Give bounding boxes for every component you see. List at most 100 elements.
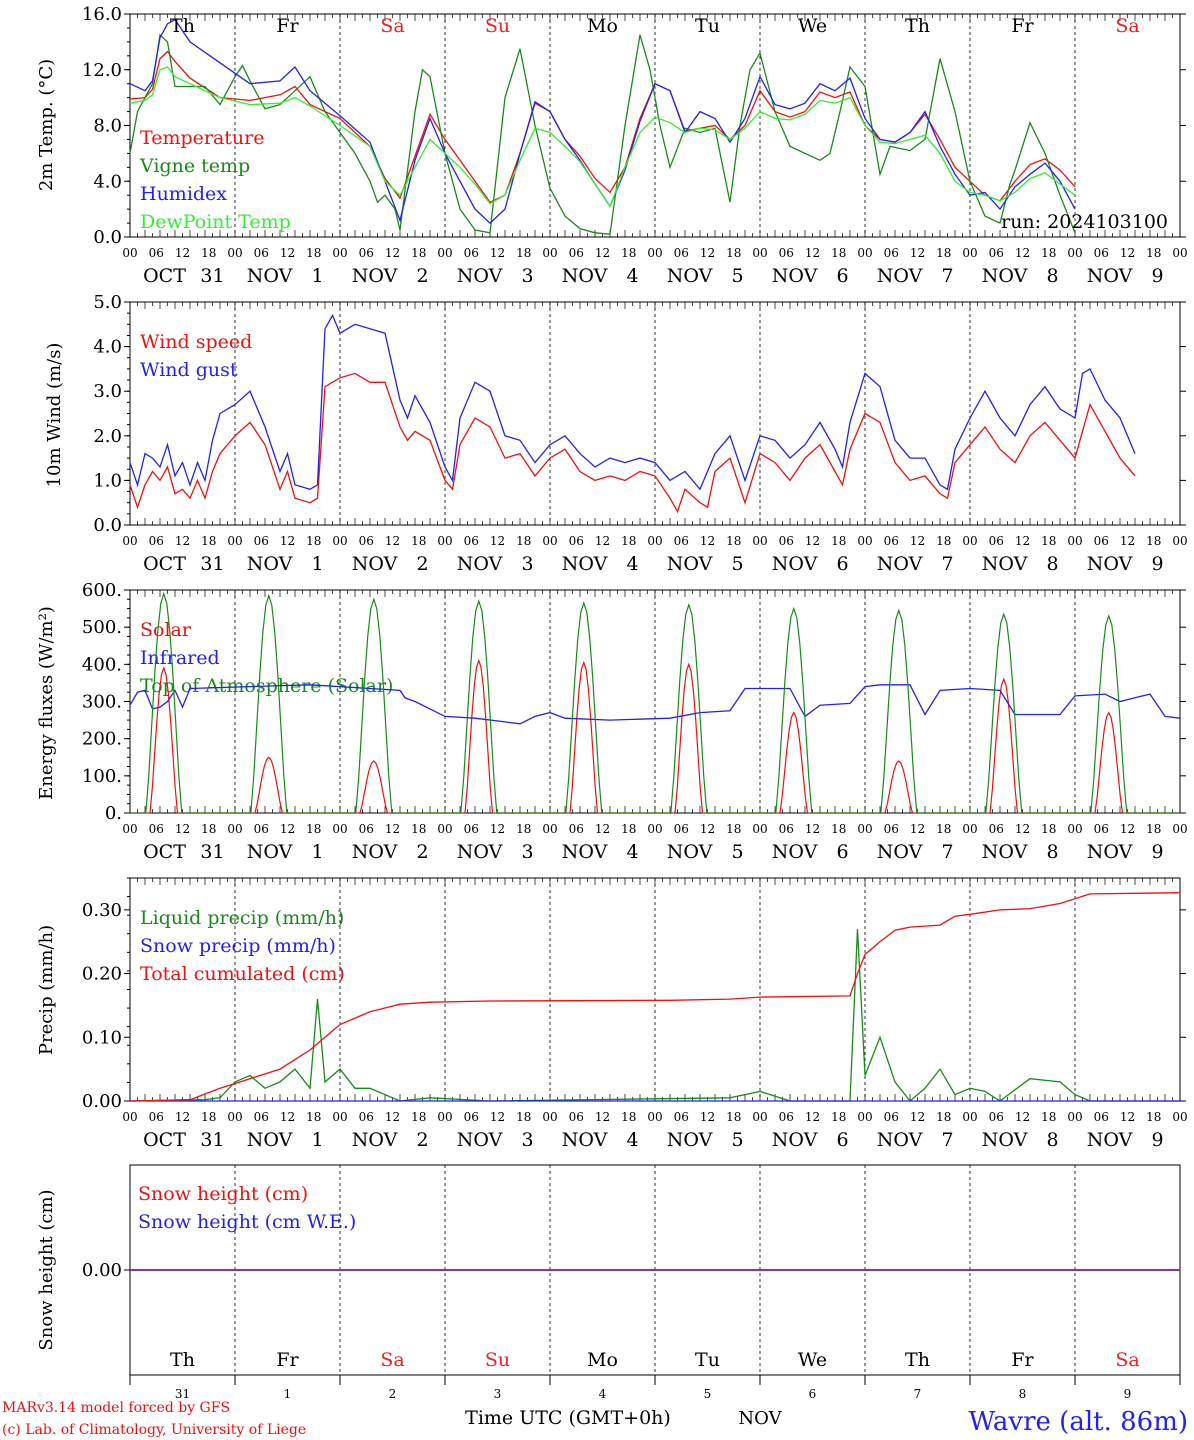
y-tick-label: 3.0 [93, 381, 122, 402]
date-month-label: NOV [562, 265, 608, 287]
y-tick-label: 300. [82, 692, 122, 713]
hour-label: 00 [962, 534, 977, 548]
hour-label: 12 [805, 1110, 820, 1124]
hour-label: 18 [936, 822, 951, 836]
day-of-week-label: Fr [276, 1349, 299, 1371]
hour-label: 06 [779, 246, 794, 260]
date-day-label: 4 [626, 553, 638, 575]
footer-model: MARv3.14 model forced by GFS [2, 1400, 230, 1416]
y-axis-label: Precip (mm/h) [36, 925, 57, 1055]
hour-label: 12 [1120, 246, 1135, 260]
hour-label: 18 [1041, 534, 1056, 548]
hour-label: 18 [936, 534, 951, 548]
legend-entry: Wind gust [140, 359, 238, 381]
date-day-label: 3 [521, 1129, 533, 1151]
date-month-label: NOV [772, 841, 818, 863]
hour-label: 00 [437, 534, 452, 548]
date-month-label: NOV [457, 553, 503, 575]
date-day-label: 31 [200, 553, 224, 575]
date-month-label: NOV [877, 265, 923, 287]
date-day-label: 6 [836, 841, 848, 863]
hour-label: 00 [542, 1110, 557, 1124]
y-axis-label: Energy fluxes (W/m²) [36, 606, 57, 800]
hour-label: 18 [621, 246, 636, 260]
legend-entry: Total cumulated (cm) [140, 963, 345, 985]
hour-label: 12 [175, 246, 190, 260]
day-of-week-label: Th [905, 1349, 930, 1371]
hour-label: 00 [857, 822, 872, 836]
day-of-week-label: Sa [1115, 1349, 1139, 1371]
hour-label: 18 [726, 534, 741, 548]
y-tick-label: 1.0 [93, 470, 122, 491]
panel-frame [129, 13, 1181, 238]
hour-label: 12 [910, 822, 925, 836]
hour-label: 00 [752, 246, 767, 260]
hour-label: 18 [306, 1110, 321, 1124]
hour-label: 18 [831, 1110, 846, 1124]
date-day-label: 8 [1046, 553, 1058, 575]
footer-copyright: (c) Lab. of Climatology, University of L… [2, 1422, 306, 1438]
y-tick-label: 4.0 [93, 337, 122, 358]
day-of-week-label: Th [170, 1349, 195, 1371]
legend-entry: Liquid precip (mm/h) [140, 907, 344, 929]
hour-label: 12 [595, 1110, 610, 1124]
hour-label: 00 [1172, 246, 1187, 260]
date-month-label: NOV [247, 841, 293, 863]
series-line [129, 50, 1076, 204]
bottom-day-number: 3 [494, 1387, 502, 1401]
hour-label: 12 [490, 534, 505, 548]
day-of-week-label: Fr [1011, 1349, 1034, 1371]
hour-label: 12 [805, 534, 820, 548]
date-day-label: 5 [731, 265, 743, 287]
hour-label: 00 [122, 822, 137, 836]
hour-label: 12 [1015, 1110, 1030, 1124]
date-day-label: 7 [941, 265, 953, 287]
date-month-label: NOV [562, 553, 608, 575]
hour-label: 06 [149, 1110, 164, 1124]
hour-label: 12 [280, 534, 295, 548]
hour-label: 06 [464, 822, 479, 836]
hour-label: 12 [595, 534, 610, 548]
hour-label: 00 [647, 534, 662, 548]
hour-label: 18 [726, 246, 741, 260]
hour-label: 00 [227, 822, 242, 836]
hour-label: 12 [910, 246, 925, 260]
hour-label: 06 [569, 246, 584, 260]
hour-label: 12 [700, 1110, 715, 1124]
hour-label: 12 [1120, 822, 1135, 836]
date-month-label: NOV [1087, 553, 1133, 575]
hour-label: 06 [674, 1110, 689, 1124]
hour-label: 12 [385, 822, 400, 836]
hour-label: 18 [621, 1110, 636, 1124]
y-tick-label: 0.0 [93, 227, 122, 248]
date-month-label: NOV [667, 841, 713, 863]
date-month-label: NOV [352, 841, 398, 863]
date-month-label: NOV [772, 265, 818, 287]
hour-label: 00 [437, 246, 452, 260]
hour-label: 00 [1172, 822, 1187, 836]
y-tick-label: 2.0 [93, 426, 122, 447]
hour-label: 00 [962, 246, 977, 260]
date-day-label: 4 [626, 1129, 638, 1151]
series-line [130, 591, 1180, 814]
hour-label: 06 [989, 822, 1004, 836]
date-month-label: NOV [877, 553, 923, 575]
hour-label: 00 [647, 822, 662, 836]
hour-label: 12 [1120, 1110, 1135, 1124]
legend-entry: Humidex [140, 183, 227, 205]
date-month-label: NOV [877, 1129, 923, 1151]
date-month-label: NOV [457, 841, 503, 863]
day-of-week-label: Tu [695, 1349, 720, 1371]
series-line [129, 313, 1136, 491]
y-tick-label: 0.20 [82, 964, 122, 985]
panel-frame [129, 589, 1181, 814]
hour-label: 00 [227, 246, 242, 260]
hour-label: 06 [884, 246, 899, 260]
day-of-week-label: We [798, 1349, 827, 1371]
hour-label: 06 [884, 534, 899, 548]
hour-label: 06 [1094, 534, 1109, 548]
day-of-week-label: Su [485, 1349, 510, 1371]
date-month-label: NOV [877, 841, 923, 863]
date-month-label: NOV [982, 265, 1028, 287]
hour-label: 00 [752, 1110, 767, 1124]
